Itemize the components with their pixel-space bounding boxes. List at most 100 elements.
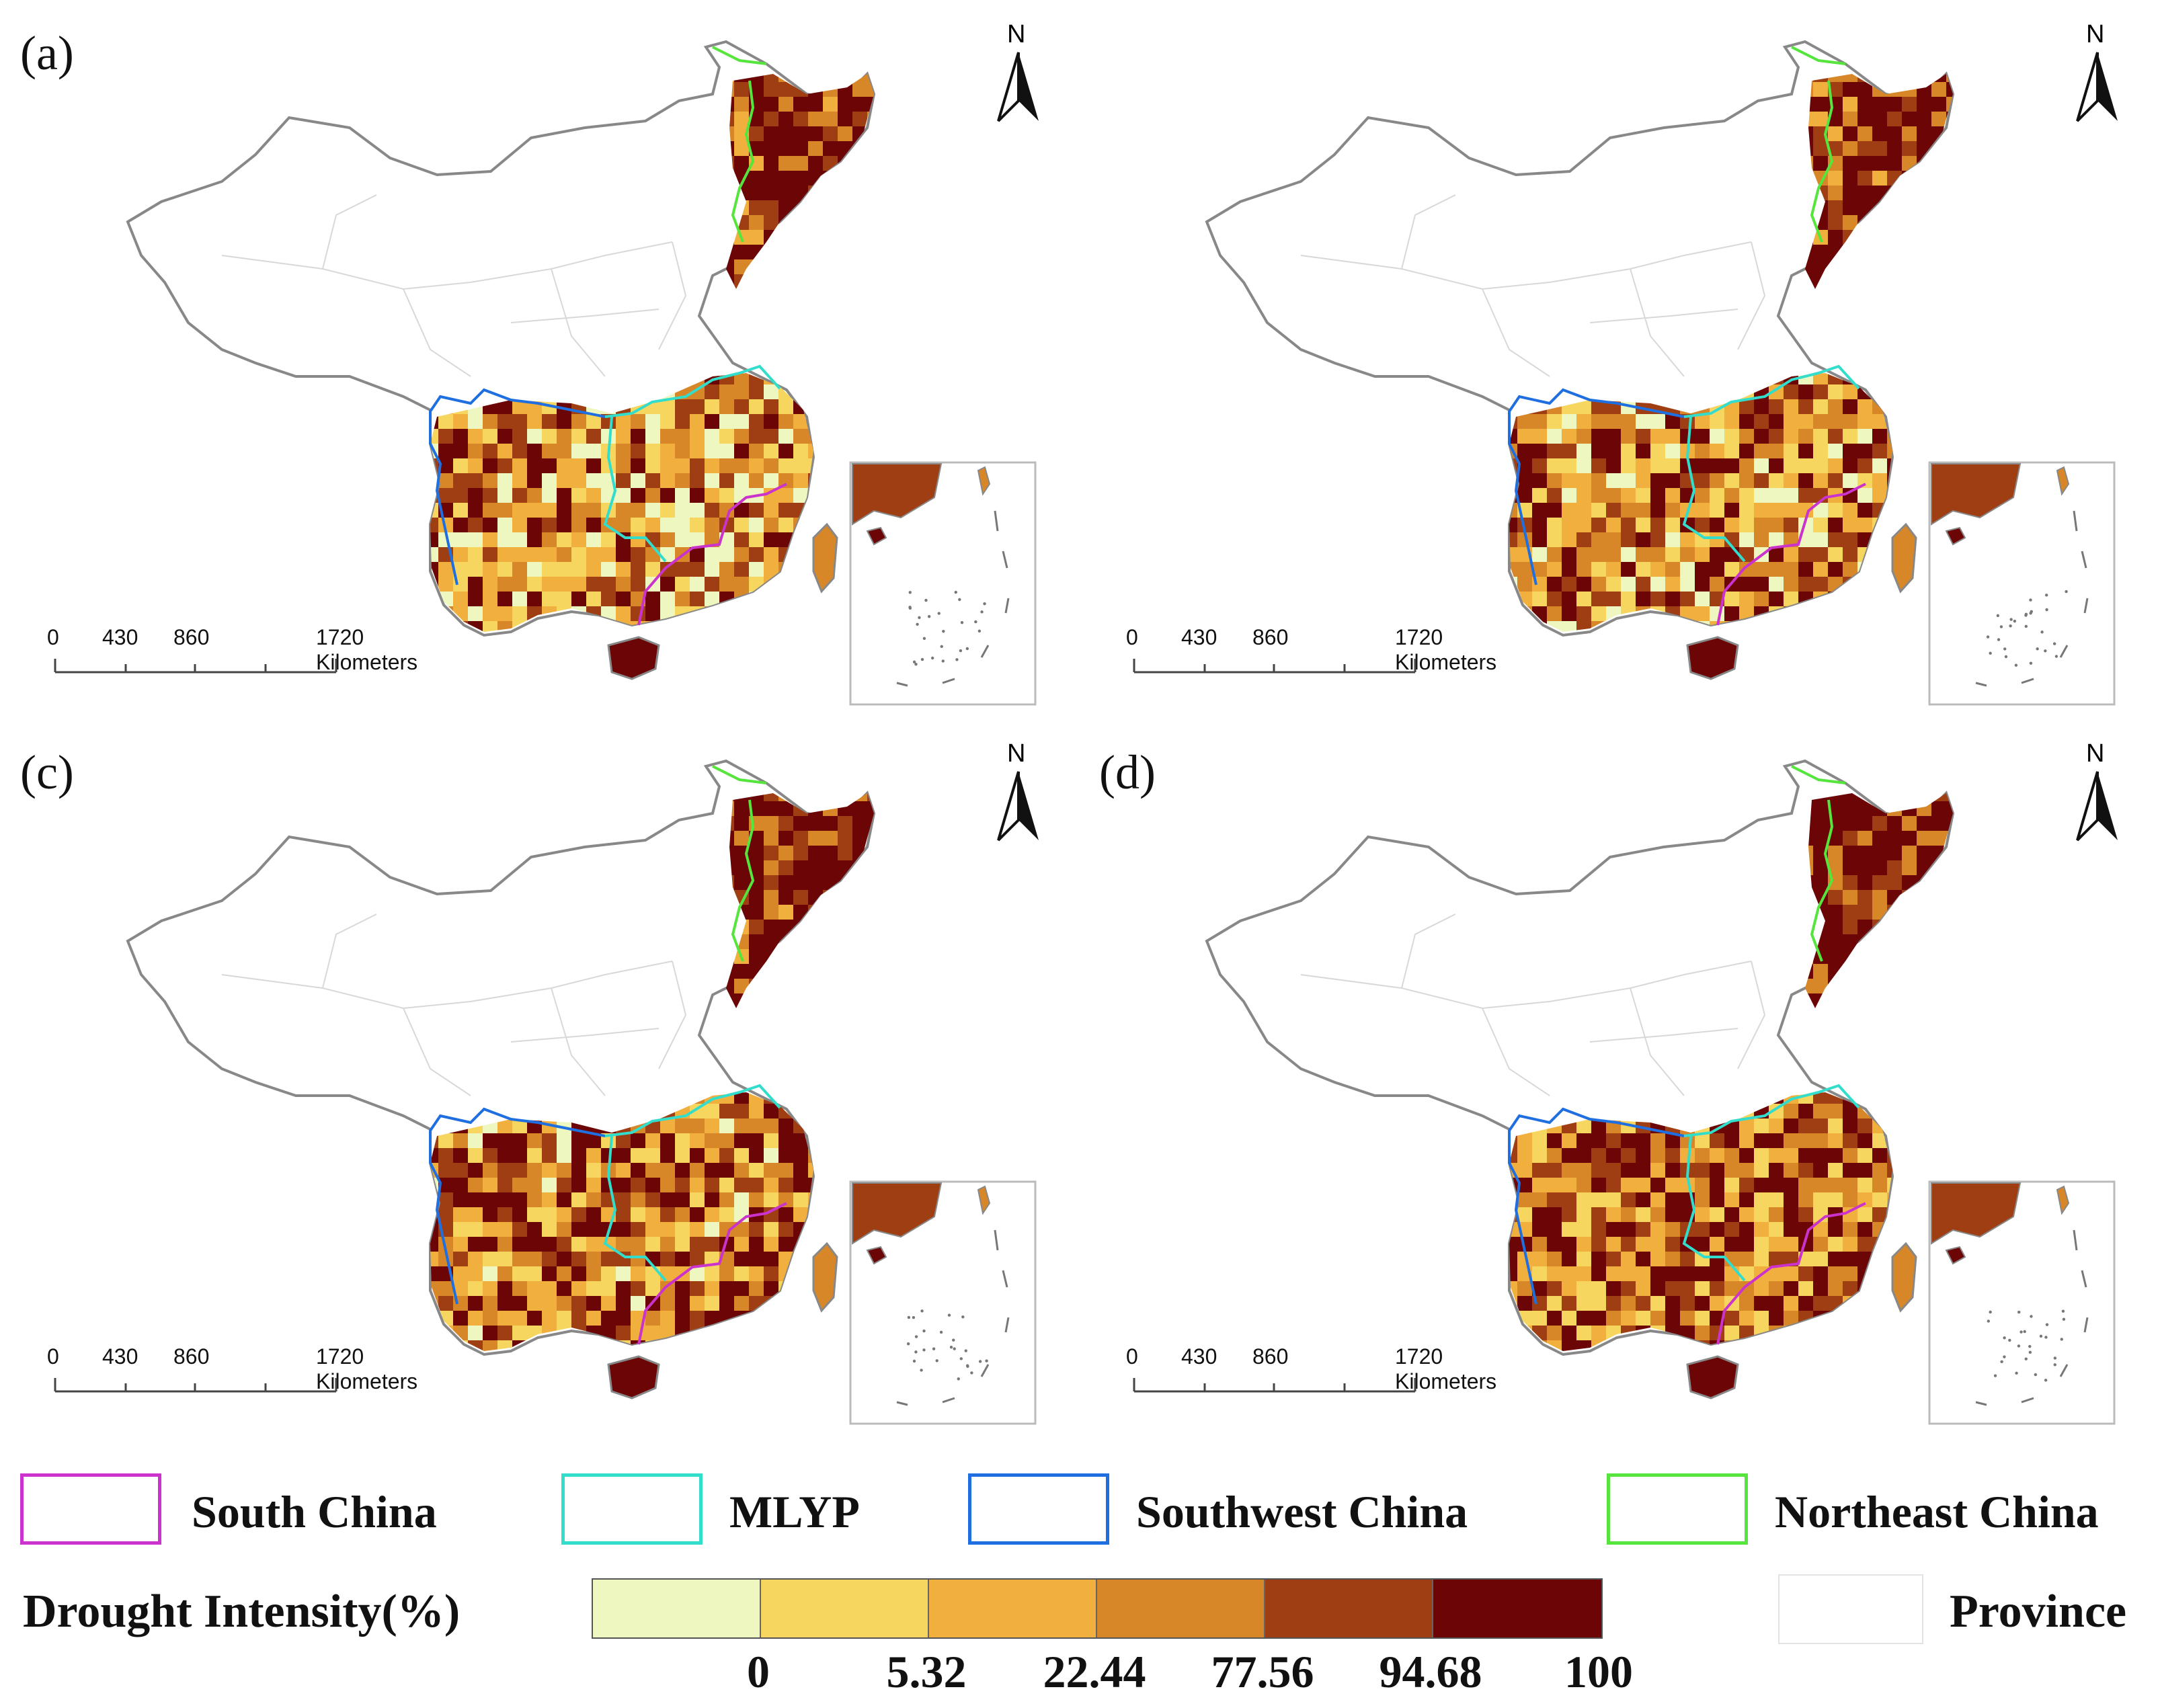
drought-cell: [1739, 562, 1754, 577]
drought-cell: [793, 488, 808, 503]
drought-cell: [1509, 1222, 1517, 1237]
drought-cell: [764, 1311, 778, 1326]
drought-cell: [660, 414, 675, 429]
drought-cell: [808, 399, 813, 414]
drought-cell: [1576, 414, 1591, 429]
drought-cell: [1828, 259, 1843, 274]
drought-cell: [1843, 429, 1857, 444]
drought-cell: [1636, 1311, 1650, 1326]
drought-cell: [778, 1133, 793, 1148]
drought-cell: [719, 562, 734, 577]
map-panel-d: (d) N 0 430 860 1720 Kilometers: [1079, 719, 2155, 1432]
drought-cell: [1813, 964, 1828, 979]
drought-cell: [719, 1119, 734, 1133]
drought-cell: [1946, 934, 1953, 949]
drought-cell: [1917, 74, 1931, 82]
drought-cell: [586, 1296, 601, 1311]
drought-cell: [867, 846, 874, 860]
drought-cell: [571, 1178, 586, 1192]
scale-tick-860: 860: [1252, 625, 1289, 649]
drought-cell: [1857, 289, 1872, 304]
drought-cell: [1562, 1237, 1576, 1252]
drought-cell: [1917, 964, 1931, 979]
north-arrow: N: [988, 739, 1049, 847]
drought-cell: [483, 1311, 497, 1326]
drought-cell: [660, 518, 675, 532]
drought-cell: [1680, 1311, 1695, 1326]
drought-cell: [512, 577, 527, 592]
drought-cell: [1517, 1163, 1532, 1178]
drought-cell: [1562, 429, 1576, 444]
drought-cell: [1857, 274, 1872, 289]
drought-cell: [1857, 1148, 1872, 1163]
drought-cell: [793, 429, 808, 444]
drought-cell: [1547, 429, 1562, 444]
drought-cell: [1843, 1163, 1857, 1178]
drought-cell: [1872, 890, 1887, 905]
drought-cell: [1828, 979, 1843, 993]
drought-cell: [1813, 112, 1828, 126]
drought-cell: [430, 606, 438, 621]
inset-island: [942, 629, 945, 633]
drought-cell: [764, 860, 778, 875]
drought-cell: [660, 592, 675, 606]
drought-cell: [778, 1119, 793, 1133]
drought-cell: [453, 473, 468, 488]
drought-cell: [1754, 444, 1769, 458]
drought-cell: [1828, 592, 1843, 606]
drought-cell: [1843, 547, 1857, 562]
drought-raster-northeast: [726, 793, 874, 1008]
drought-cell: [586, 1148, 601, 1163]
drought-cell: [1547, 518, 1562, 532]
drought-cell: [1769, 1133, 1784, 1148]
drought-cell: [838, 964, 852, 979]
drought-cell: [557, 532, 571, 547]
drought-cell: [749, 1281, 764, 1296]
drought-cell: [793, 793, 808, 801]
inset-island: [2030, 1315, 2033, 1318]
inset-island: [935, 1359, 938, 1363]
drought-cell: [1665, 532, 1680, 547]
drought-cell: [675, 1163, 690, 1178]
drought-cell: [1621, 488, 1636, 503]
drought-cell: [1857, 200, 1872, 215]
drought-cell: [1946, 186, 1953, 200]
drought-cell: [1754, 473, 1769, 488]
drought-cell: [1621, 1340, 1636, 1351]
drought-cell: [483, 1296, 497, 1311]
drought-cell: [586, 1266, 601, 1281]
drought-cell: [749, 274, 764, 289]
drought-cell: [1798, 1133, 1813, 1148]
mlyp-boundary: [603, 416, 667, 563]
drought-cell: [1636, 1237, 1650, 1252]
drought-cell: [557, 503, 571, 518]
drought-cell: [430, 1192, 438, 1207]
nine-dash-line: [1002, 1270, 1008, 1288]
drought-cell: [557, 414, 571, 429]
drought-cell: [705, 384, 719, 399]
drought-cell: [1784, 1192, 1798, 1207]
drought-cell: [1887, 186, 1902, 200]
drought-cell: [838, 200, 852, 215]
legend-label-mlyp: MLYP: [729, 1486, 860, 1537]
drought-cell: [764, 141, 778, 156]
drought-cell: [1857, 801, 1872, 816]
drought-cell: [1843, 488, 1857, 503]
drought-cell: [631, 547, 645, 562]
drought-cell: [1902, 215, 1917, 230]
drought-cell: [734, 1281, 749, 1296]
drought-cell: [749, 1237, 764, 1252]
drought-cell: [586, 1178, 601, 1192]
drought-cell: [497, 1252, 512, 1266]
drought-cell: [430, 1311, 438, 1326]
inset-island: [2009, 624, 2012, 628]
drought-cell: [527, 1192, 542, 1207]
mlyp-boundary: [1682, 416, 1746, 563]
drought-cell: [719, 429, 734, 444]
drought-cell: [764, 444, 778, 458]
drought-cell: [705, 1266, 719, 1281]
drought-cell: [1710, 414, 1724, 429]
drought-cell: [1547, 592, 1562, 606]
drought-cell: [793, 905, 808, 920]
drought-cell: [1665, 1207, 1680, 1222]
